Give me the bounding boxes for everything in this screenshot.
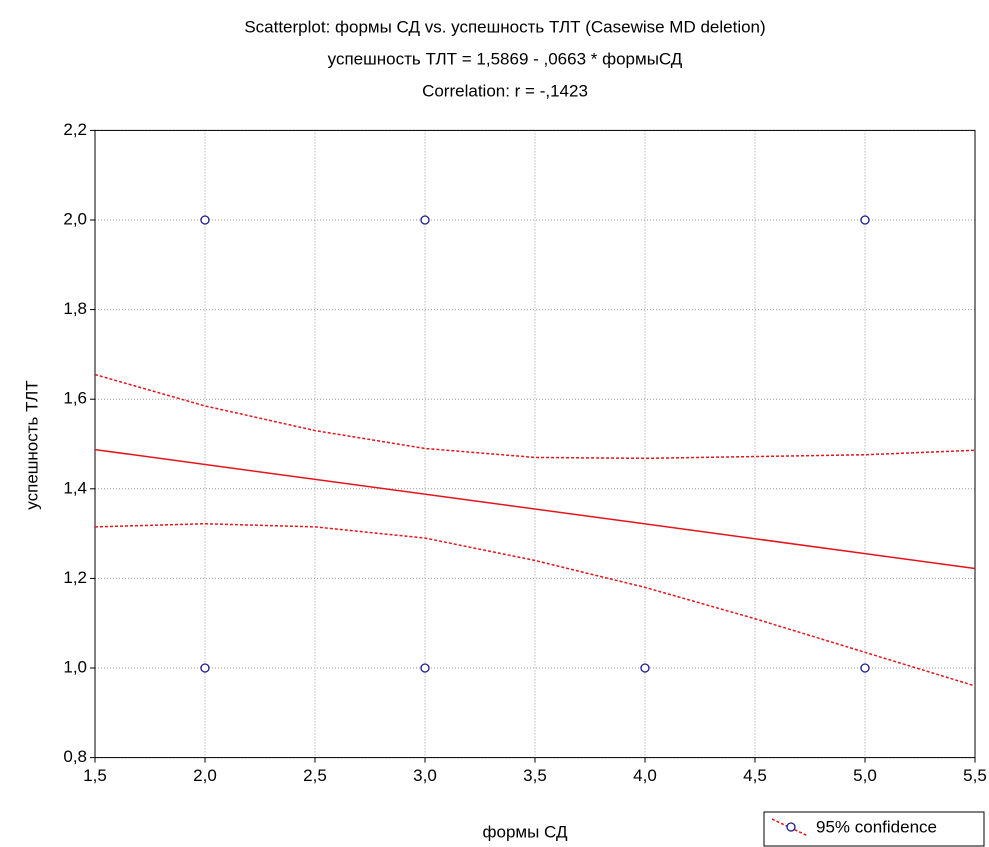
x-tick-label: 2,0: [193, 766, 217, 785]
plot-frame: [94, 129, 976, 759]
y-tick-label: 1,4: [63, 478, 87, 497]
confidence-upper: [94, 373, 976, 460]
chart-subtitle: успешность ТЛТ = 1,5869 - ,0663 * формыС…: [328, 49, 683, 68]
regression-line: [94, 448, 976, 570]
point: [860, 215, 870, 225]
x-tick-label: 3,5: [523, 766, 547, 785]
legend-label: 95% confidence: [816, 817, 937, 836]
point: [420, 215, 430, 225]
chart-title: Scatterplot: формы СД vs. успешность ТЛТ…: [244, 17, 765, 36]
point: [420, 663, 430, 673]
y-tick-label: 0,8: [63, 747, 87, 766]
x-tick-label: 5,0: [853, 766, 877, 785]
legend-swatch: [771, 818, 809, 837]
legend-box: [763, 811, 985, 847]
point: [860, 663, 870, 673]
x-tick-label: 3,0: [413, 766, 437, 785]
y-tick-label: 2,0: [63, 209, 87, 228]
point: [640, 663, 650, 673]
confidence-lower: [94, 522, 976, 687]
point: [200, 215, 210, 225]
legend-swatch: [786, 822, 796, 832]
x-tick-label: 2,5: [303, 766, 327, 785]
x-tick-label: 4,0: [633, 766, 657, 785]
x-tick-label: 4,5: [743, 766, 767, 785]
x-tick-label: 1,5: [83, 766, 107, 785]
y-tick-label: 1,6: [63, 389, 87, 408]
y-tick-label: 1,0: [63, 657, 87, 676]
chart-subtitle: Correlation: r = -,1423: [422, 81, 588, 100]
point: [200, 663, 210, 673]
y-tick-label: 1,2: [63, 568, 87, 587]
x-tick-label: 5,5: [963, 766, 987, 785]
y-tick-label: 2,2: [63, 120, 87, 139]
y-tick-label: 1,8: [63, 299, 87, 318]
x-axis-label: формы СД: [483, 822, 568, 841]
y-axis-label: успешность ТЛТ: [22, 380, 41, 509]
